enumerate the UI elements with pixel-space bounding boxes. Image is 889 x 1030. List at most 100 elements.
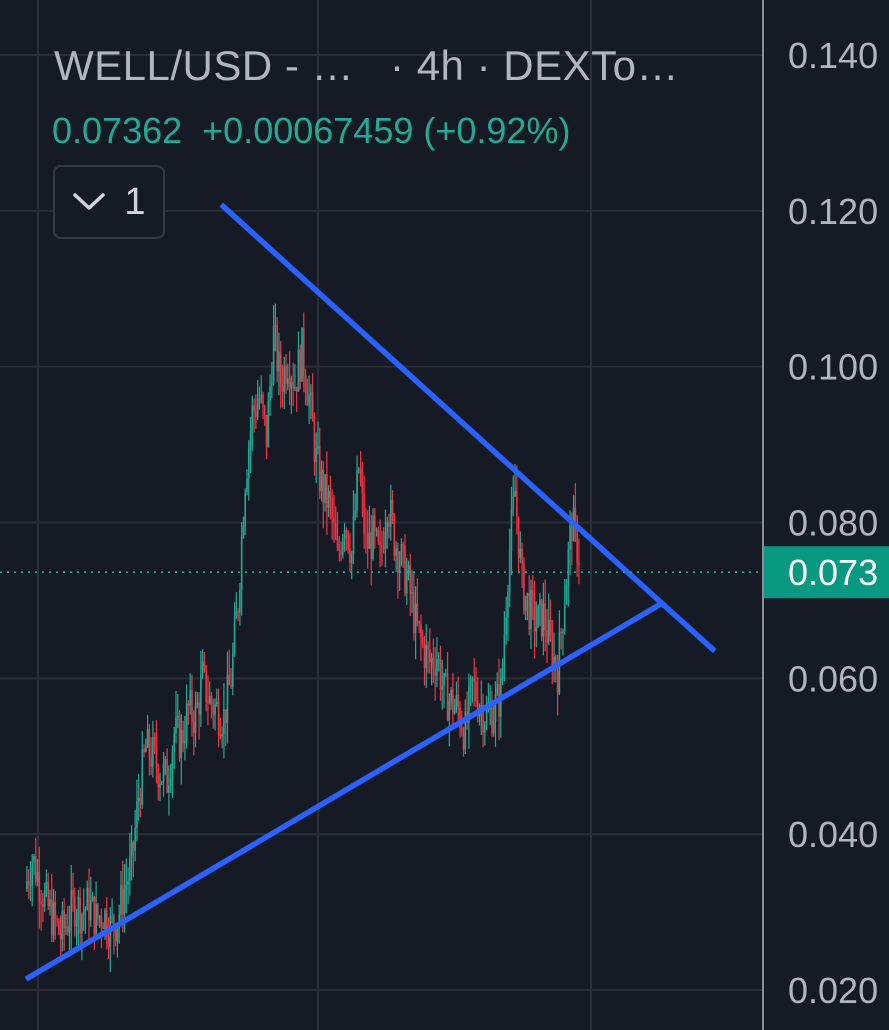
- candle-body: [487, 708, 490, 710]
- candle-body: [287, 378, 289, 384]
- candle-body: [198, 702, 200, 715]
- candle-body: [437, 658, 440, 660]
- candle-body: [425, 645, 428, 668]
- candle-body: [52, 901, 55, 936]
- candle-body: [175, 716, 177, 734]
- candle-body: [260, 394, 262, 399]
- candle-body: [476, 700, 479, 717]
- candle-body: [515, 490, 518, 517]
- candle-body: [530, 589, 532, 630]
- candle-body: [65, 926, 67, 928]
- candle-body: [301, 327, 303, 382]
- candle-body: [95, 904, 97, 936]
- candle-body: [136, 801, 138, 828]
- candlestick-series: [26, 303, 580, 973]
- candle-body: [402, 543, 404, 546]
- candle-body: [216, 701, 218, 705]
- candle-body: [233, 618, 236, 653]
- candle-body: [31, 861, 34, 886]
- candle-body: [304, 375, 307, 393]
- price-axis-bg: [763, 0, 889, 1030]
- interval-exchange[interactable]: · 4h · DEXTo…: [390, 42, 679, 89]
- trendlines[interactable]: [24, 202, 717, 982]
- candle-body: [228, 674, 231, 685]
- candle-body: [221, 734, 223, 737]
- candle-body: [89, 900, 92, 921]
- candle-body: [134, 827, 136, 851]
- candle-body: [429, 649, 431, 663]
- candle-body: [503, 635, 506, 665]
- candle-body: [311, 392, 314, 422]
- symbol-name[interactable]: WELL/USD - …: [54, 42, 355, 89]
- candle-body: [116, 929, 119, 942]
- candle-body: [299, 349, 302, 382]
- candle-body: [271, 383, 273, 387]
- candle-body: [448, 701, 451, 721]
- candle-body: [475, 681, 477, 701]
- candle-body: [535, 627, 538, 632]
- candle-body: [540, 599, 543, 637]
- candle-body: [173, 733, 176, 752]
- indicators-collapse-button[interactable]: 1: [53, 165, 165, 239]
- candle-body: [208, 696, 211, 704]
- candle-body: [178, 715, 181, 759]
- candle-body: [230, 684, 232, 688]
- symbol-title[interactable]: WELL/USD - … · 4h · DEXTo…: [54, 42, 679, 90]
- candle-body: [187, 703, 190, 706]
- candle-body: [120, 885, 122, 915]
- candle-body: [407, 565, 410, 576]
- candle-body: [258, 398, 261, 404]
- candle-body: [43, 890, 46, 908]
- candle-body: [70, 890, 73, 927]
- candle-body: [439, 658, 442, 690]
- candle-body: [384, 531, 387, 550]
- price-tick-label: 0.040: [788, 814, 878, 855]
- candle-body: [492, 720, 495, 734]
- price-axis[interactable]: 0.020 0.040 0.060 0.080 0.100 0.120 0.140 0.073: [762, 0, 889, 1030]
- price-tick-label: 0.140: [788, 35, 878, 76]
- candle-body: [434, 668, 436, 676]
- candle-body: [239, 589, 241, 613]
- candle-body: [212, 705, 215, 715]
- candle-body: [326, 474, 328, 508]
- candle-body: [205, 666, 207, 703]
- candle-body: [253, 405, 255, 412]
- candle-body: [132, 842, 135, 851]
- candle-body: [547, 619, 550, 643]
- candle-body: [338, 548, 341, 552]
- candle-body: [75, 919, 78, 927]
- candle-body: [127, 880, 129, 885]
- candle-body: [240, 536, 243, 590]
- candle-body: [489, 707, 491, 709]
- candle-body: [443, 673, 445, 686]
- trendline[interactable]: [24, 601, 663, 982]
- candle-body: [159, 783, 161, 788]
- candle-body: [569, 525, 571, 550]
- price-change: +0.00067459 (+0.92%): [202, 110, 571, 151]
- candle-body: [203, 661, 206, 667]
- candle-body: [519, 548, 522, 558]
- candle-body: [347, 531, 349, 550]
- candle-body: [553, 656, 555, 670]
- candle-body: [152, 737, 154, 767]
- candle-body: [389, 499, 392, 527]
- trendline[interactable]: [219, 202, 717, 654]
- candle-body: [86, 887, 89, 910]
- candle-body: [388, 522, 390, 527]
- candle-body: [36, 872, 39, 882]
- candle-body: [414, 603, 417, 633]
- candle-body: [324, 474, 326, 504]
- candle-body: [192, 721, 195, 733]
- candle-body: [358, 468, 360, 471]
- candle-body: [102, 926, 105, 930]
- candle-body: [72, 890, 74, 897]
- candle-body: [210, 696, 213, 706]
- candle-body: [34, 856, 37, 882]
- candle-body: [430, 657, 433, 663]
- candle-body: [100, 916, 103, 927]
- candle-body: [354, 510, 357, 517]
- candle-body: [153, 737, 156, 745]
- candle-body: [26, 881, 28, 889]
